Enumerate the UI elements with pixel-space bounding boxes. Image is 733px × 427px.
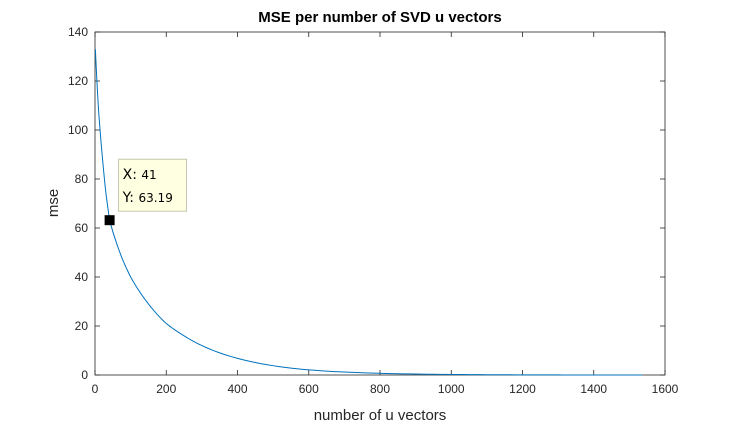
- axis-ticks: [94, 31, 666, 376]
- y-axis-label: mse: [45, 189, 62, 217]
- data-tip-box: [118, 158, 188, 212]
- x-tick-label: 400: [227, 382, 247, 396]
- data-tip-y-label: Y: [122, 190, 132, 206]
- x-tick-label: 1200: [509, 382, 536, 396]
- data-tip-x-label: X: [123, 167, 133, 183]
- axis-tick-labels: 0 200 400 600 800 1000 1200 1400 1600 0 20 40 60 80 10…: [68, 25, 679, 396]
- y-tick-label: 80: [75, 172, 89, 186]
- chart-title: MSE per number of SVD u vectors: [258, 9, 501, 26]
- data-tip-y-readout: Y: 63.19: [122, 190, 173, 206]
- data-tip-x-value: 41: [141, 168, 156, 182]
- data-tip-y-value: 63.19: [138, 191, 172, 205]
- y-tick-label: 0: [81, 368, 88, 382]
- x-tick-label: 0: [92, 382, 99, 396]
- x-tick-label: 1000: [438, 382, 465, 396]
- series-line[interactable]: [94, 49, 643, 376]
- x-tick-label: 1400: [580, 382, 607, 396]
- y-tick-label: 140: [68, 25, 88, 39]
- y-tick-label: 100: [68, 123, 88, 137]
- y-tick-label: 40: [75, 270, 89, 284]
- x-tick-label: 600: [299, 382, 319, 396]
- y-tick-label: 120: [68, 74, 88, 88]
- x-tick-label: 800: [370, 382, 390, 396]
- x-tick-label: 200: [156, 382, 176, 396]
- y-tick-label: 20: [75, 319, 89, 333]
- data-tip[interactable]: X: 41 Y: 63.19: [104, 158, 188, 226]
- data-tip-x-readout: X: 41: [123, 167, 157, 183]
- x-axis-label: number of u vectors: [314, 407, 447, 424]
- plot-area: [94, 31, 666, 376]
- data-tip-marker[interactable]: [104, 215, 115, 226]
- y-tick-label: 60: [75, 221, 89, 235]
- x-tick-label: 1600: [652, 382, 679, 396]
